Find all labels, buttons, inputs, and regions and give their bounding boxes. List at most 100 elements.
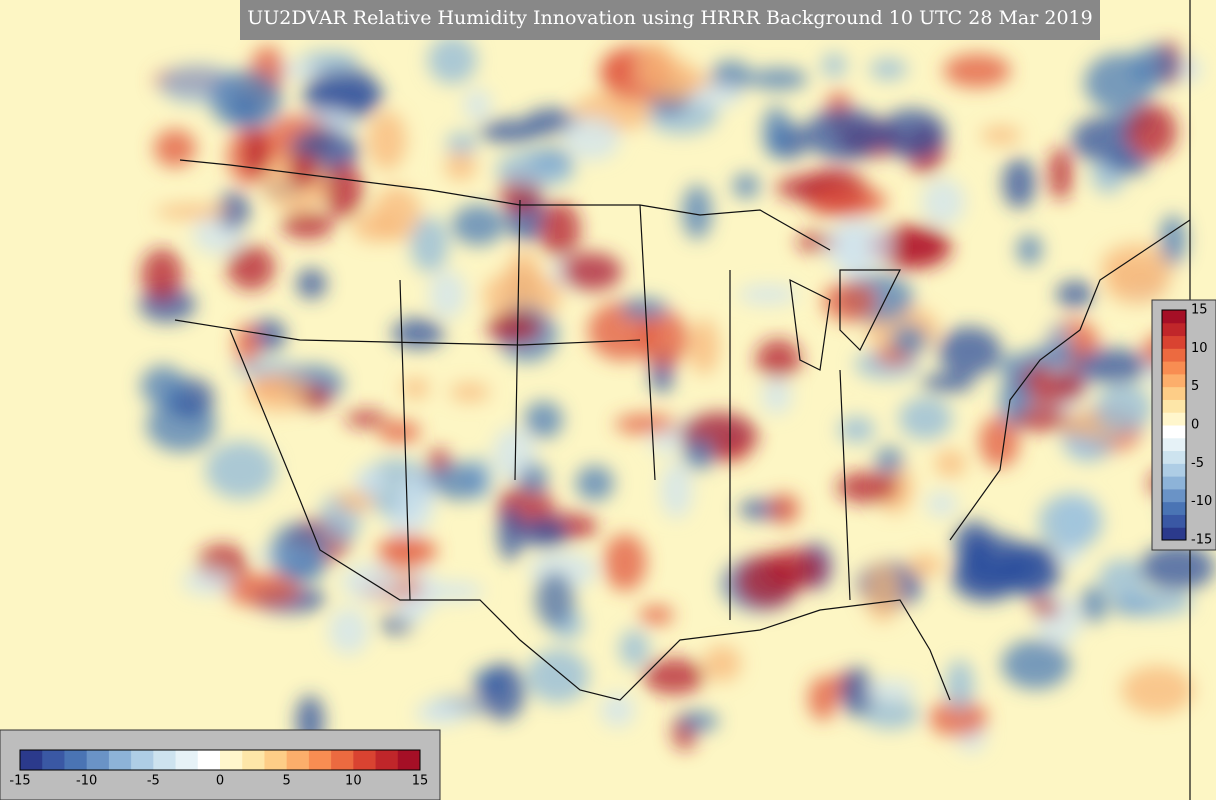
colorbar-swatch xyxy=(264,750,288,770)
humidity-blob xyxy=(808,676,838,721)
humidity-blob xyxy=(282,562,326,580)
humidity-blob xyxy=(154,203,230,220)
humidity-blob xyxy=(755,339,801,379)
humidity-blob xyxy=(928,699,988,737)
humidity-blob xyxy=(497,506,524,562)
humidity-blob xyxy=(345,410,387,428)
humidity-blob xyxy=(561,252,623,291)
humidity-blob xyxy=(141,248,183,301)
humidity-blob xyxy=(140,365,186,407)
humidity-blob xyxy=(1048,147,1073,201)
humidity-blob xyxy=(1038,494,1103,551)
humidity-blob xyxy=(209,70,283,130)
humidity-blob xyxy=(838,416,876,444)
humidity-blob xyxy=(153,129,197,168)
colorbar-swatch xyxy=(242,750,265,770)
colorbar-tick-label: -5 xyxy=(147,774,160,789)
humidity-blob xyxy=(311,84,385,107)
colorbar-swatch xyxy=(1162,476,1186,490)
humidity-blob xyxy=(638,605,674,625)
humidity-blob xyxy=(878,108,947,159)
humidity-blob xyxy=(519,462,549,494)
humidity-blob xyxy=(921,178,965,226)
humidity-blob xyxy=(602,52,629,87)
colorbar-swatch xyxy=(331,750,354,770)
humidity-blob xyxy=(478,119,542,144)
humidity-blob xyxy=(354,466,386,497)
humidity-blob xyxy=(691,84,742,108)
humidity-blob xyxy=(520,517,569,550)
colorbar-swatch xyxy=(1162,373,1186,388)
colorbar-swatch xyxy=(375,750,399,770)
humidity-blob xyxy=(415,701,465,726)
colorbar-swatch xyxy=(86,750,110,770)
humidity-blob xyxy=(526,648,590,704)
colorbar-swatch xyxy=(286,750,310,770)
colorbar-swatch xyxy=(42,750,65,770)
humidity-blob xyxy=(482,269,562,322)
humidity-blob xyxy=(703,645,742,682)
humidity-blob xyxy=(1116,590,1194,617)
colorbar-frame xyxy=(19,749,421,771)
humidity-blob xyxy=(288,153,319,189)
humidity-blob xyxy=(535,571,575,628)
humidity-blob xyxy=(398,472,435,532)
humidity-blob xyxy=(1159,214,1187,266)
humidity-blob xyxy=(428,270,466,319)
humidity-blob xyxy=(934,449,967,478)
humidity-blob xyxy=(869,58,908,80)
humidity-blob xyxy=(391,318,445,349)
colorbar-swatch xyxy=(197,750,221,770)
humidity-blob xyxy=(226,244,276,291)
humidity-blob xyxy=(761,378,792,414)
humidity-blob xyxy=(600,692,635,728)
humidity-blob xyxy=(296,268,327,300)
humidity-blob xyxy=(769,493,800,525)
colorbar-swatch xyxy=(1162,310,1186,324)
humidity-blob xyxy=(1079,586,1108,623)
humidity-blob xyxy=(523,401,563,439)
humidity-blob xyxy=(431,462,486,500)
title-box xyxy=(240,0,1100,40)
humidity-blob xyxy=(563,116,620,161)
humidity-blob xyxy=(495,150,576,189)
humidity-blob xyxy=(1014,364,1085,406)
humidity-blob xyxy=(1105,263,1169,305)
colorbar-swatch xyxy=(397,750,421,770)
humidity-blob xyxy=(1001,639,1071,690)
humidity-blob xyxy=(451,204,505,246)
humidity-blob xyxy=(1031,600,1061,617)
humidity-blob xyxy=(682,438,715,471)
colorbar-tick-label: 10 xyxy=(345,774,362,789)
colorbar-swatch xyxy=(1162,425,1186,439)
humidity-blob xyxy=(575,465,614,502)
map-title: UU2DVAR Relative Humidity Innovation usi… xyxy=(247,7,1092,29)
humidity-blob xyxy=(614,414,677,435)
humidity-blob xyxy=(410,216,449,273)
humidity-blob xyxy=(444,151,477,181)
humidity-blob xyxy=(1139,544,1215,591)
colorbar-swatch xyxy=(353,750,377,770)
humidity-blob xyxy=(248,373,310,413)
humidity-blob xyxy=(377,534,437,568)
humidity-blob xyxy=(620,297,669,320)
humidity-blob xyxy=(1071,116,1136,163)
humidity-field xyxy=(138,36,1216,753)
colorbar-swatch xyxy=(1162,514,1186,528)
humidity-blob xyxy=(938,326,1002,377)
colorbar-tick-label: -5 xyxy=(1191,456,1204,471)
colorbar-swatch xyxy=(1162,437,1186,452)
humidity-blob xyxy=(688,318,720,375)
humidity-blob xyxy=(328,607,369,655)
colorbar-swatch xyxy=(220,750,243,770)
humidity-blob xyxy=(205,441,277,500)
humidity-blob xyxy=(836,471,899,504)
humidity-blob xyxy=(378,420,421,444)
colorbar-swatch xyxy=(1162,322,1186,337)
humidity-blob xyxy=(749,67,808,90)
colorbar-tick-label: -10 xyxy=(1191,494,1212,509)
colorbar-swatch xyxy=(308,750,332,770)
colorbar-swatch xyxy=(1162,335,1186,349)
